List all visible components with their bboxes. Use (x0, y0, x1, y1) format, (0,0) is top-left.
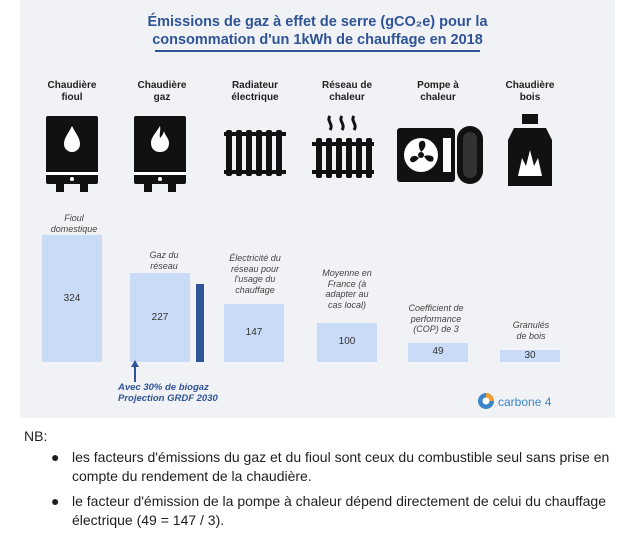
chart-title-line1: Émissions de gaz à effet de serre (gCO₂e… (147, 14, 488, 30)
bar-4 (408, 342, 468, 362)
category-label-1: Chaudière gaz (137, 80, 187, 103)
bar-1 (130, 273, 190, 362)
notes-heading: NB: (24, 428, 48, 444)
heating-network-icon (312, 115, 374, 178)
bullet-icon: ● (51, 449, 60, 465)
note-item: ● le facteur d'émission de la pompe à cha… (51, 493, 606, 528)
annotation-5: Granulés de bois (512, 320, 550, 341)
annotation-2: Électricité du réseau pour l'usage du chauf… (229, 253, 281, 295)
bar-value-label-0: 324 (63, 292, 81, 304)
oil-boiler-icon (46, 116, 98, 192)
title-underline (155, 50, 480, 52)
category-label-5: Chaudière bois (505, 80, 555, 103)
up-arrow-icon (131, 360, 139, 382)
bar-value-label-2: 147 (245, 327, 263, 339)
annotation-3: Moyenne en France (à adapter au cas local) (322, 268, 372, 310)
bar-value-label-3: 100 (338, 336, 356, 348)
bar-0 (42, 235, 102, 362)
biogaz-label: Avec 30% de biogaz Projection GRDF 2030 (118, 382, 218, 404)
notes-list: ● les facteurs d'émissions du gaz et du f… (45, 448, 625, 536)
annotation-1: Gaz du réseau (149, 250, 179, 271)
category-label-0: Chaudière fioul (47, 80, 97, 103)
wood-boiler-icon (508, 114, 552, 186)
bullet-icon: ● (51, 493, 60, 509)
bar-3 (317, 322, 377, 362)
bar-5 (500, 350, 560, 362)
bar-value-label-1: 227 (151, 311, 169, 323)
bar-value-label-5: 30 (524, 350, 536, 362)
carbone4-logo-text: carbone 4 (498, 395, 552, 409)
note-item: ● les facteurs d'émissions du gaz et du f… (51, 449, 610, 484)
bar-value-label-4: 49 (432, 346, 444, 358)
chart-panel: Émissions de gaz à effet de serre (gCO₂e… (20, 0, 615, 418)
carbone4-logo-icon (478, 393, 494, 409)
radiator-icon (224, 130, 286, 176)
gas-boiler-icon (134, 116, 186, 192)
category-label-4: Pompe à chaleur (417, 80, 459, 103)
bar-2 (224, 304, 284, 362)
chart-title-line2: consommation d'un 1kWh de chauffage en 2… (152, 32, 483, 48)
category-label-2: Radiateur électrique (231, 80, 279, 103)
heat-pump-icon (397, 126, 483, 184)
annotation-0: Fioul domestique (50, 213, 98, 234)
biogaz-bar (196, 283, 204, 362)
category-label-3: Réseau de chaleur (321, 80, 373, 103)
annotation-4: Coefficient de performance (COP) de 3 (408, 303, 464, 334)
